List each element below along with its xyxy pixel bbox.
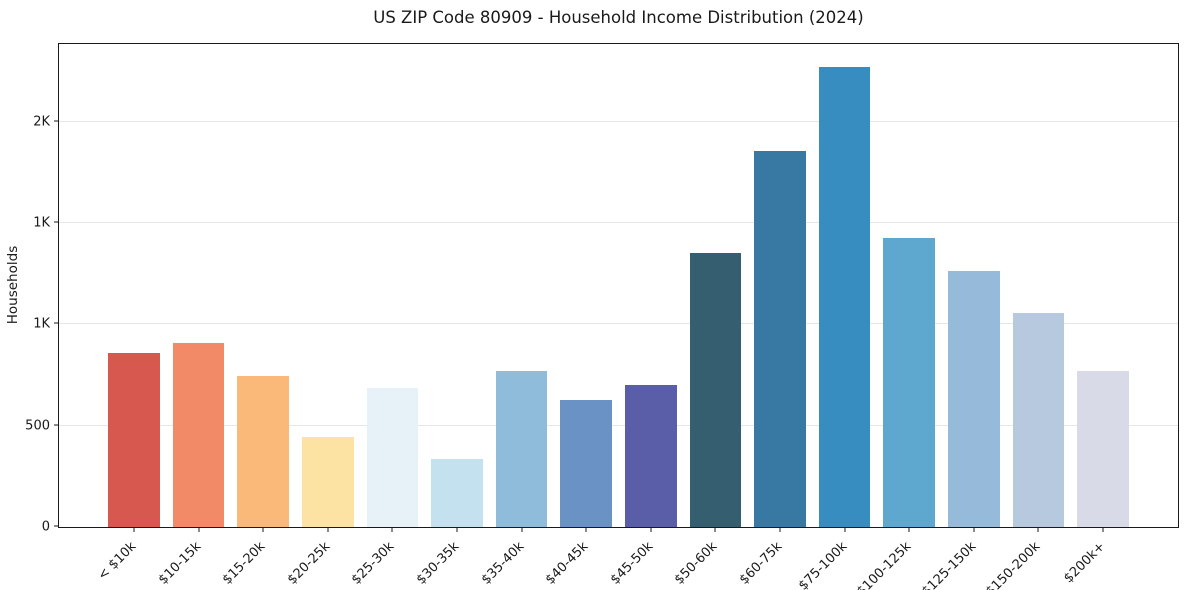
x-tick-mark — [779, 528, 781, 532]
x-tick-mark — [714, 528, 716, 532]
gridline — [59, 222, 1178, 224]
x-tick-label: $20-25k — [284, 539, 334, 588]
bar-$100-125k — [883, 238, 936, 527]
bar-$15-20k — [237, 376, 289, 527]
bar-$20-25k — [301, 436, 354, 527]
y-tick-label: 1K — [33, 215, 50, 231]
x-tick-label: $125-150k — [918, 539, 980, 590]
bar-$40-45k — [560, 400, 613, 527]
x-tick-label: $60-75k — [736, 539, 786, 588]
bar-$10-15k — [172, 342, 225, 527]
x-tick-label: $50-60k — [672, 539, 721, 588]
bar-$25-30k — [366, 388, 419, 527]
bar-$45-50k — [624, 385, 677, 527]
x-tick-mark — [585, 528, 587, 532]
bar-$60-75k — [754, 151, 806, 527]
gridline — [59, 323, 1178, 325]
y-tick-mark — [54, 424, 58, 426]
x-tick-mark — [650, 528, 652, 532]
x-tick-mark — [973, 528, 975, 532]
x-tick-mark — [262, 528, 264, 532]
y-tick-mark — [54, 525, 58, 527]
x-tick-label: $25-30k — [349, 539, 398, 588]
x-tick-mark — [1102, 528, 1104, 532]
x-tick-label: $200k+ — [1061, 539, 1109, 587]
x-tick-label: $40-45k — [542, 539, 592, 588]
bar-$125-150k — [947, 270, 1000, 527]
y-tick-label: 1K — [33, 316, 50, 332]
x-tick-mark — [327, 528, 329, 532]
y-tick-mark — [54, 120, 58, 122]
y-tick-label: 2K — [33, 114, 50, 130]
x-tick-label: $45-50k — [607, 539, 657, 588]
x-tick-mark — [521, 528, 523, 532]
x-tick-label: $150-200k — [983, 539, 1044, 590]
x-tick-label: $100-125k — [854, 539, 915, 590]
bar-$35-40k — [495, 371, 548, 527]
x-tick-mark — [391, 528, 393, 532]
x-tick-mark — [456, 528, 458, 532]
bar-$150-200k — [1012, 313, 1065, 527]
bar-< $10k — [108, 352, 160, 527]
x-tick-mark — [133, 528, 135, 532]
bar-$200k+ — [1077, 371, 1129, 527]
bar-$75-100k — [818, 67, 871, 527]
x-tick-label: $35-40k — [478, 539, 527, 588]
y-tick-mark — [54, 221, 58, 223]
x-tick-label: $15-20k — [219, 539, 269, 588]
y-axis-label: Households — [5, 245, 21, 325]
chart-title: US ZIP Code 80909 - Household Income Dis… — [373, 8, 864, 27]
gridline — [59, 424, 1178, 426]
y-tick-mark — [54, 322, 58, 324]
bar-$30-35k — [431, 459, 483, 527]
plot-area: < $10k $10-15k $15-20k $20-25k $25-30k $30-35… — [25, 43, 1179, 590]
x-tick-mark — [198, 528, 200, 532]
x-tick-label: $10-15k — [155, 539, 204, 588]
x-tick-mark — [844, 528, 846, 532]
y-tick-label: 0 — [41, 519, 50, 535]
x-tick-label: < $10k — [95, 539, 140, 584]
y-tick-label: 500 — [25, 418, 50, 434]
x-tick-mark — [1037, 528, 1039, 532]
gridline — [59, 120, 1178, 122]
x-tick-label: $30-35k — [413, 539, 463, 588]
x-tick-label: $75-100k — [795, 539, 850, 590]
bar-$50-60k — [689, 252, 742, 527]
x-tick-mark — [908, 528, 910, 532]
